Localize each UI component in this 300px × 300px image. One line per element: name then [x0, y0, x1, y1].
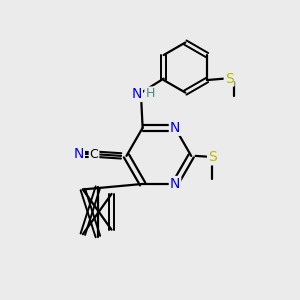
Text: N: N [132, 87, 142, 101]
Text: N: N [170, 121, 180, 135]
Text: S: S [208, 150, 217, 164]
Text: C: C [90, 148, 98, 161]
Text: H: H [145, 88, 155, 100]
Text: N: N [170, 177, 180, 191]
Text: S: S [225, 72, 233, 86]
Text: N: N [74, 147, 84, 161]
